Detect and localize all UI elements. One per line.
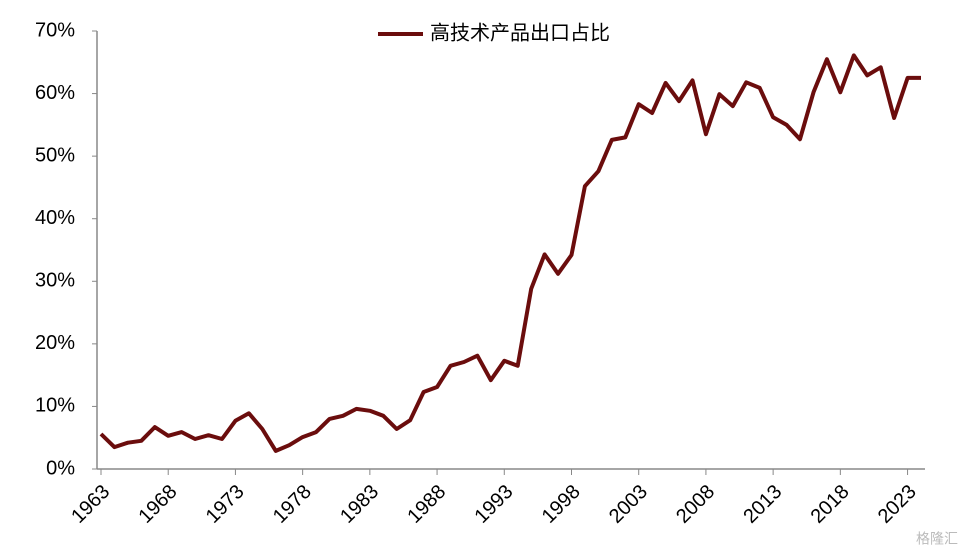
x-tick-label: 1993 xyxy=(471,481,518,528)
y-tick-label: 50% xyxy=(35,144,75,166)
x-tick-label: 2018 xyxy=(807,481,854,528)
x-tick-label: 1963 xyxy=(67,481,114,528)
x-tick-label: 1998 xyxy=(538,481,585,528)
y-tick-label: 10% xyxy=(35,395,75,417)
legend-label: 高技术产品出口占比 xyxy=(430,21,610,44)
y-tick-label: 0% xyxy=(46,457,75,479)
y-tick-label: 40% xyxy=(35,207,75,229)
x-tick-label: 2008 xyxy=(672,481,719,528)
x-tick-label: 2023 xyxy=(874,481,921,528)
x-tick-label: 2013 xyxy=(739,481,786,528)
y-tick-label: 30% xyxy=(35,270,75,292)
watermark: 格隆汇 xyxy=(916,531,958,547)
x-tick-label: 1983 xyxy=(336,481,383,528)
y-tick-label: 70% xyxy=(35,19,75,41)
y-tick-label: 20% xyxy=(35,332,75,354)
y-tick-label: 60% xyxy=(35,82,75,104)
x-tick-label: 1968 xyxy=(134,481,181,528)
x-tick-label: 2003 xyxy=(605,481,652,528)
line-series xyxy=(99,53,921,453)
x-tick-label: 1978 xyxy=(269,481,316,528)
x-tick-label: 1973 xyxy=(202,481,249,528)
x-tick-label: 1988 xyxy=(403,481,450,528)
